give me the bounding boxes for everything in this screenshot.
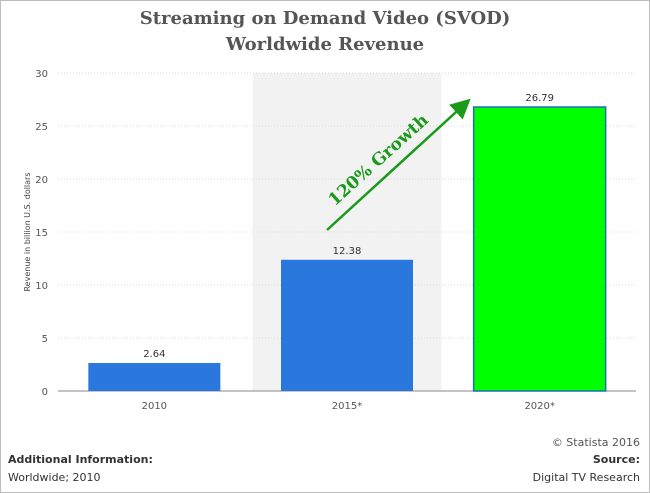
y-tick-label: 20 [35, 175, 48, 186]
data-label: 26.79 [525, 93, 554, 104]
source-title: Source: [592, 453, 640, 466]
bar [281, 259, 413, 391]
bar [472, 106, 607, 392]
y-tick-label: 10 [35, 281, 48, 292]
y-tick-label: 15 [35, 228, 48, 239]
chart-title-line1: Streaming on Demand Video (SVOD) [139, 8, 511, 29]
y-tick-label: 5 [42, 334, 48, 345]
data-label: 2.64 [143, 349, 165, 360]
y-tick-label: 30 [35, 69, 48, 80]
source-value: Digital TV Research [532, 471, 640, 484]
x-tick-label: 2020* [524, 401, 554, 412]
growth-arrow [326, 98, 471, 231]
additional-info-title: Additional Information: [8, 453, 153, 466]
x-tick-label: 2015* [332, 401, 362, 412]
y-tick-label: 25 [35, 122, 48, 133]
x-tick-label: 2010 [142, 401, 167, 412]
copyright-text: © Statista 2016 [551, 436, 640, 449]
chart-title-line2: Worldwide Revenue [225, 34, 425, 55]
y-tick-label: 0 [42, 387, 48, 398]
bar [88, 363, 221, 391]
y-axis-label: Revenue in billion U.S. dollars [23, 172, 32, 291]
additional-info-value: Worldwide; 2010 [8, 471, 101, 484]
data-label: 12.38 [333, 246, 362, 257]
